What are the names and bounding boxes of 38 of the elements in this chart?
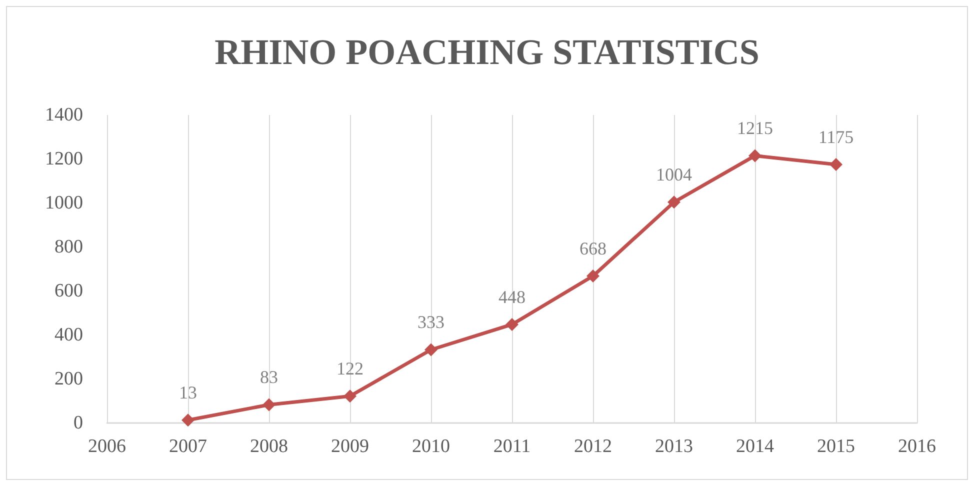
y-tick-label: 800: [54, 236, 83, 258]
point: [262, 398, 276, 412]
x-tick-label: 2016: [898, 436, 936, 457]
x-tick-label: 2011: [493, 436, 531, 457]
data-label: 122: [336, 358, 364, 379]
point: [830, 158, 842, 171]
data-label: 1175: [818, 127, 854, 147]
y-tick-label: 1200: [45, 148, 83, 170]
data-label: 333: [418, 312, 444, 332]
point: [668, 196, 680, 209]
y-tick-label: 1000: [45, 192, 83, 214]
point: [424, 343, 438, 356]
y-tick-label: 1400: [45, 104, 83, 126]
point: [586, 270, 600, 283]
x-tick-label: 2006: [88, 436, 126, 457]
point: [182, 414, 194, 427]
x-tick-label: 2015: [817, 436, 855, 457]
data-label: 1004: [656, 164, 692, 185]
y-tick-label: 0: [74, 412, 83, 434]
y-tick-label: 200: [54, 368, 83, 390]
x-tick-label: 2013: [655, 436, 693, 457]
point: [506, 318, 518, 331]
data-label: 83: [260, 367, 278, 388]
data-label: 13: [179, 382, 197, 403]
data-label: 1215: [737, 118, 773, 138]
y-tick-label: 600: [54, 280, 83, 302]
x-tick-label: 2007: [169, 436, 207, 457]
chart-title: RHINO POACHING STATISTICS: [214, 32, 760, 72]
y-tick-label: 400: [54, 324, 83, 346]
point: [748, 149, 762, 162]
x-tick-label: 2010: [412, 436, 450, 457]
x-tick-label: 2012: [574, 436, 612, 457]
x-tick-label: 2014: [736, 436, 774, 457]
data-label: 448: [498, 286, 526, 307]
point: [344, 390, 356, 403]
data-label: 668: [580, 238, 606, 259]
x-tick-label: 2009: [331, 436, 369, 457]
x-tick-label: 2008: [250, 436, 288, 457]
